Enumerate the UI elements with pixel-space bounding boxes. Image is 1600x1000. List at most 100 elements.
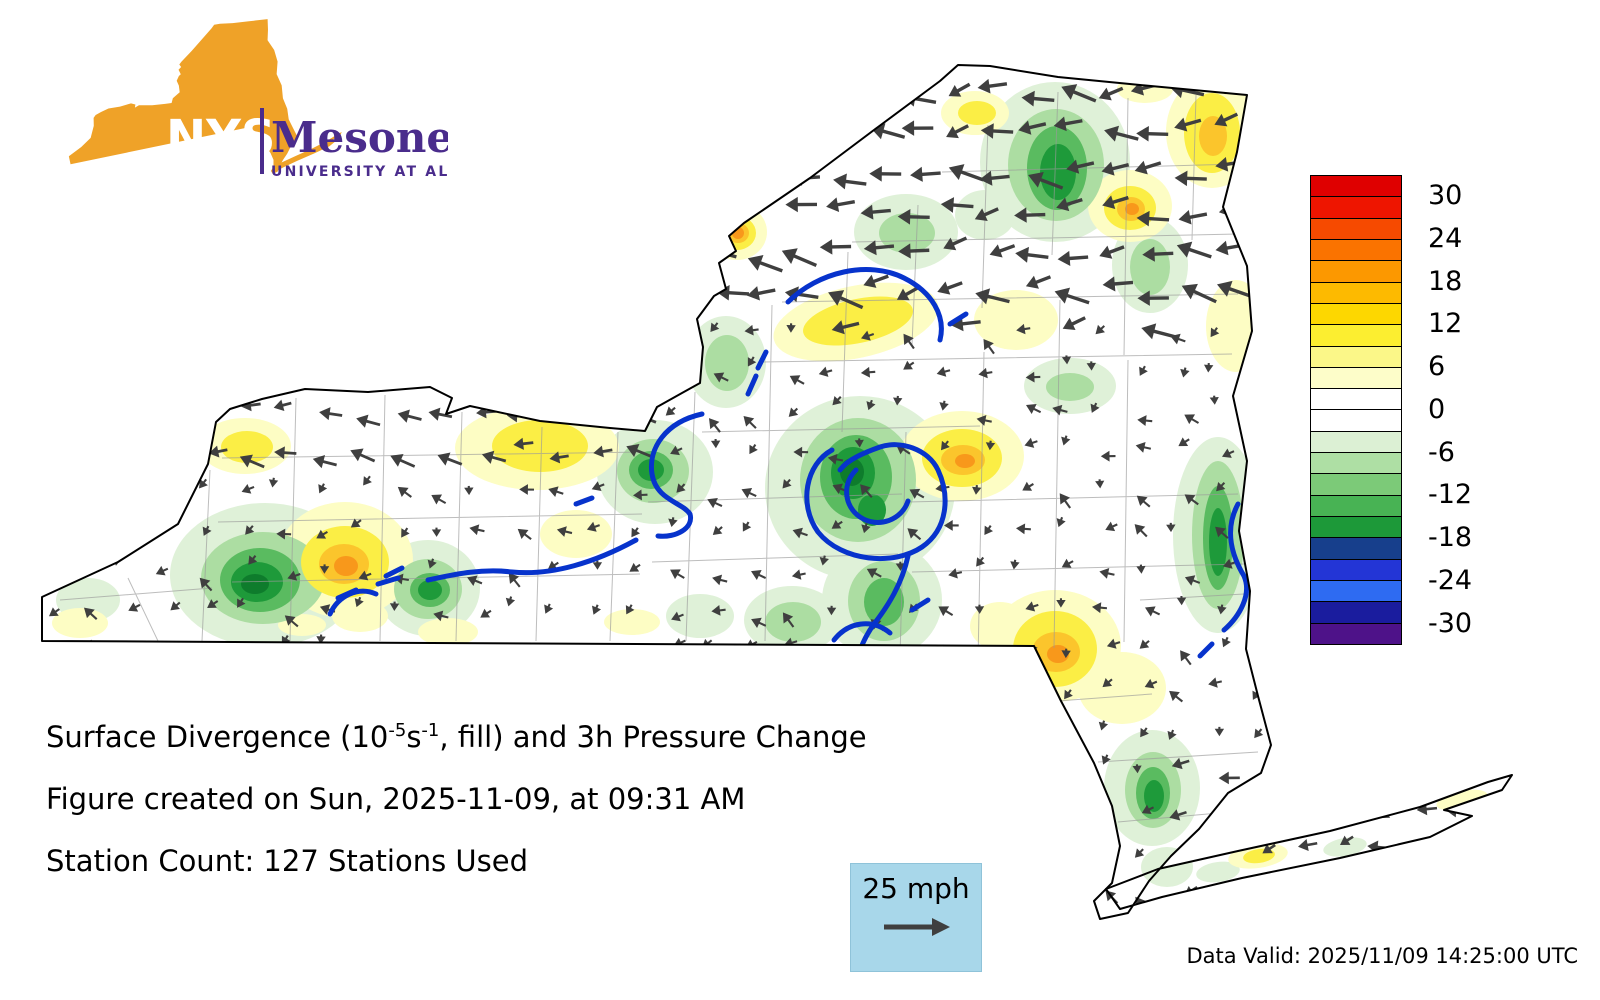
pressure-change-contours [327, 267, 1250, 736]
map-graphic [332, 600, 388, 632]
wind-arrow [1024, 437, 1038, 448]
wind-arrow [979, 764, 991, 774]
map-graphic [1054, 287, 1071, 304]
map-graphic [1301, 575, 1310, 584]
map-graphic [909, 597, 931, 613]
wind-arrow [629, 562, 641, 572]
map-graphic [841, 53, 860, 55]
map-graphic [1490, 678, 1496, 684]
map-graphic [632, 155, 645, 168]
wind-arrow [1534, 165, 1571, 187]
map-graphic [1535, 122, 1552, 126]
map-graphic [405, 250, 425, 257]
map-graphic [1028, 838, 1038, 849]
map-graphic [1521, 521, 1535, 535]
map-graphic [841, 321, 860, 330]
wind-arrow [976, 415, 992, 426]
map-graphic [549, 956, 559, 964]
map-graphic [647, 248, 671, 257]
map-graphic [322, 460, 337, 467]
wind-arrow [1528, 33, 1558, 55]
map-graphic [397, 409, 410, 423]
map-graphic [1144, 780, 1164, 812]
map-graphic [1051, 965, 1062, 978]
wind-arrow [907, 528, 922, 541]
map-graphic [56, 247, 72, 258]
map-graphic [985, 371, 993, 375]
map-graphic [1222, 558, 1233, 569]
wind-arrow [1018, 884, 1030, 894]
map-graphic [179, 458, 193, 463]
map-graphic [133, 409, 148, 416]
map-graphic [981, 812, 993, 824]
map-graphic [900, 650, 910, 660]
map-graphic [1169, 690, 1180, 702]
map-graphic [765, 602, 821, 642]
wind-arrow [208, 445, 228, 458]
map-graphic [984, 765, 991, 771]
wind-arrow [1061, 355, 1072, 365]
map-graphic [88, 679, 93, 685]
map-graphic [951, 236, 968, 246]
map-graphic [1540, 417, 1547, 421]
wind-arrow [513, 124, 543, 140]
map-graphic [827, 923, 840, 936]
map-graphic [790, 640, 798, 645]
wind-arrow [1451, 287, 1482, 303]
map-graphic [363, 476, 372, 486]
map-graphic [1289, 401, 1300, 413]
wind-arrow [1222, 448, 1235, 458]
map-graphic [668, 518, 678, 527]
map-graphic [1463, 213, 1487, 223]
colorbar-segment [1311, 367, 1401, 390]
map-graphic [668, 288, 682, 304]
map-graphic [255, 378, 272, 388]
map-graphic [947, 838, 958, 849]
map-graphic [564, 57, 586, 62]
map-graphic [505, 597, 516, 607]
wind-arrow [750, 36, 780, 58]
map-graphic [246, 373, 260, 387]
map-graphic [1071, 905, 1079, 915]
wind-arrow [1520, 198, 1558, 223]
wind-arrow [268, 477, 279, 488]
wind-arrow [316, 529, 328, 539]
wind-arrow [1405, 365, 1421, 377]
map-graphic [1420, 980, 1433, 983]
map-graphic [707, 498, 718, 509]
map-graphic [1111, 163, 1130, 171]
map-graphic [1444, 171, 1461, 188]
map-graphic [625, 605, 635, 615]
map-graphic [679, 696, 688, 701]
map-graphic [131, 965, 136, 968]
wind-arrow [1217, 280, 1253, 299]
map-graphic [241, 483, 252, 494]
wind-arrow [1098, 720, 1109, 731]
wind-arrow [481, 683, 497, 695]
map-graphic [412, 924, 418, 925]
map-graphic [1273, 134, 1297, 144]
wind-arrow [1136, 210, 1170, 227]
map-graphic [587, 690, 599, 701]
map-graphic [918, 734, 925, 739]
map-graphic [913, 96, 937, 104]
wind-arrow [1178, 437, 1190, 447]
wind-arrow [401, 527, 410, 538]
map-graphic [241, 574, 269, 594]
map-graphic [1287, 518, 1297, 527]
wind-arrow [1022, 481, 1034, 491]
map-graphic [1271, 258, 1294, 266]
wind-arrow [316, 634, 326, 644]
map-graphic [748, 115, 762, 129]
map-graphic [1026, 971, 1033, 973]
map-graphic [586, 966, 599, 978]
map-graphic [568, 129, 593, 144]
wind-arrow [199, 577, 213, 592]
map-graphic [1228, 286, 1253, 299]
map-graphic [1298, 607, 1310, 618]
map-graphic [1458, 244, 1480, 250]
map-graphic [124, 236, 138, 250]
map-graphic [1455, 809, 1468, 814]
wind-arrow [1137, 290, 1169, 306]
map-graphic [564, 656, 573, 660]
